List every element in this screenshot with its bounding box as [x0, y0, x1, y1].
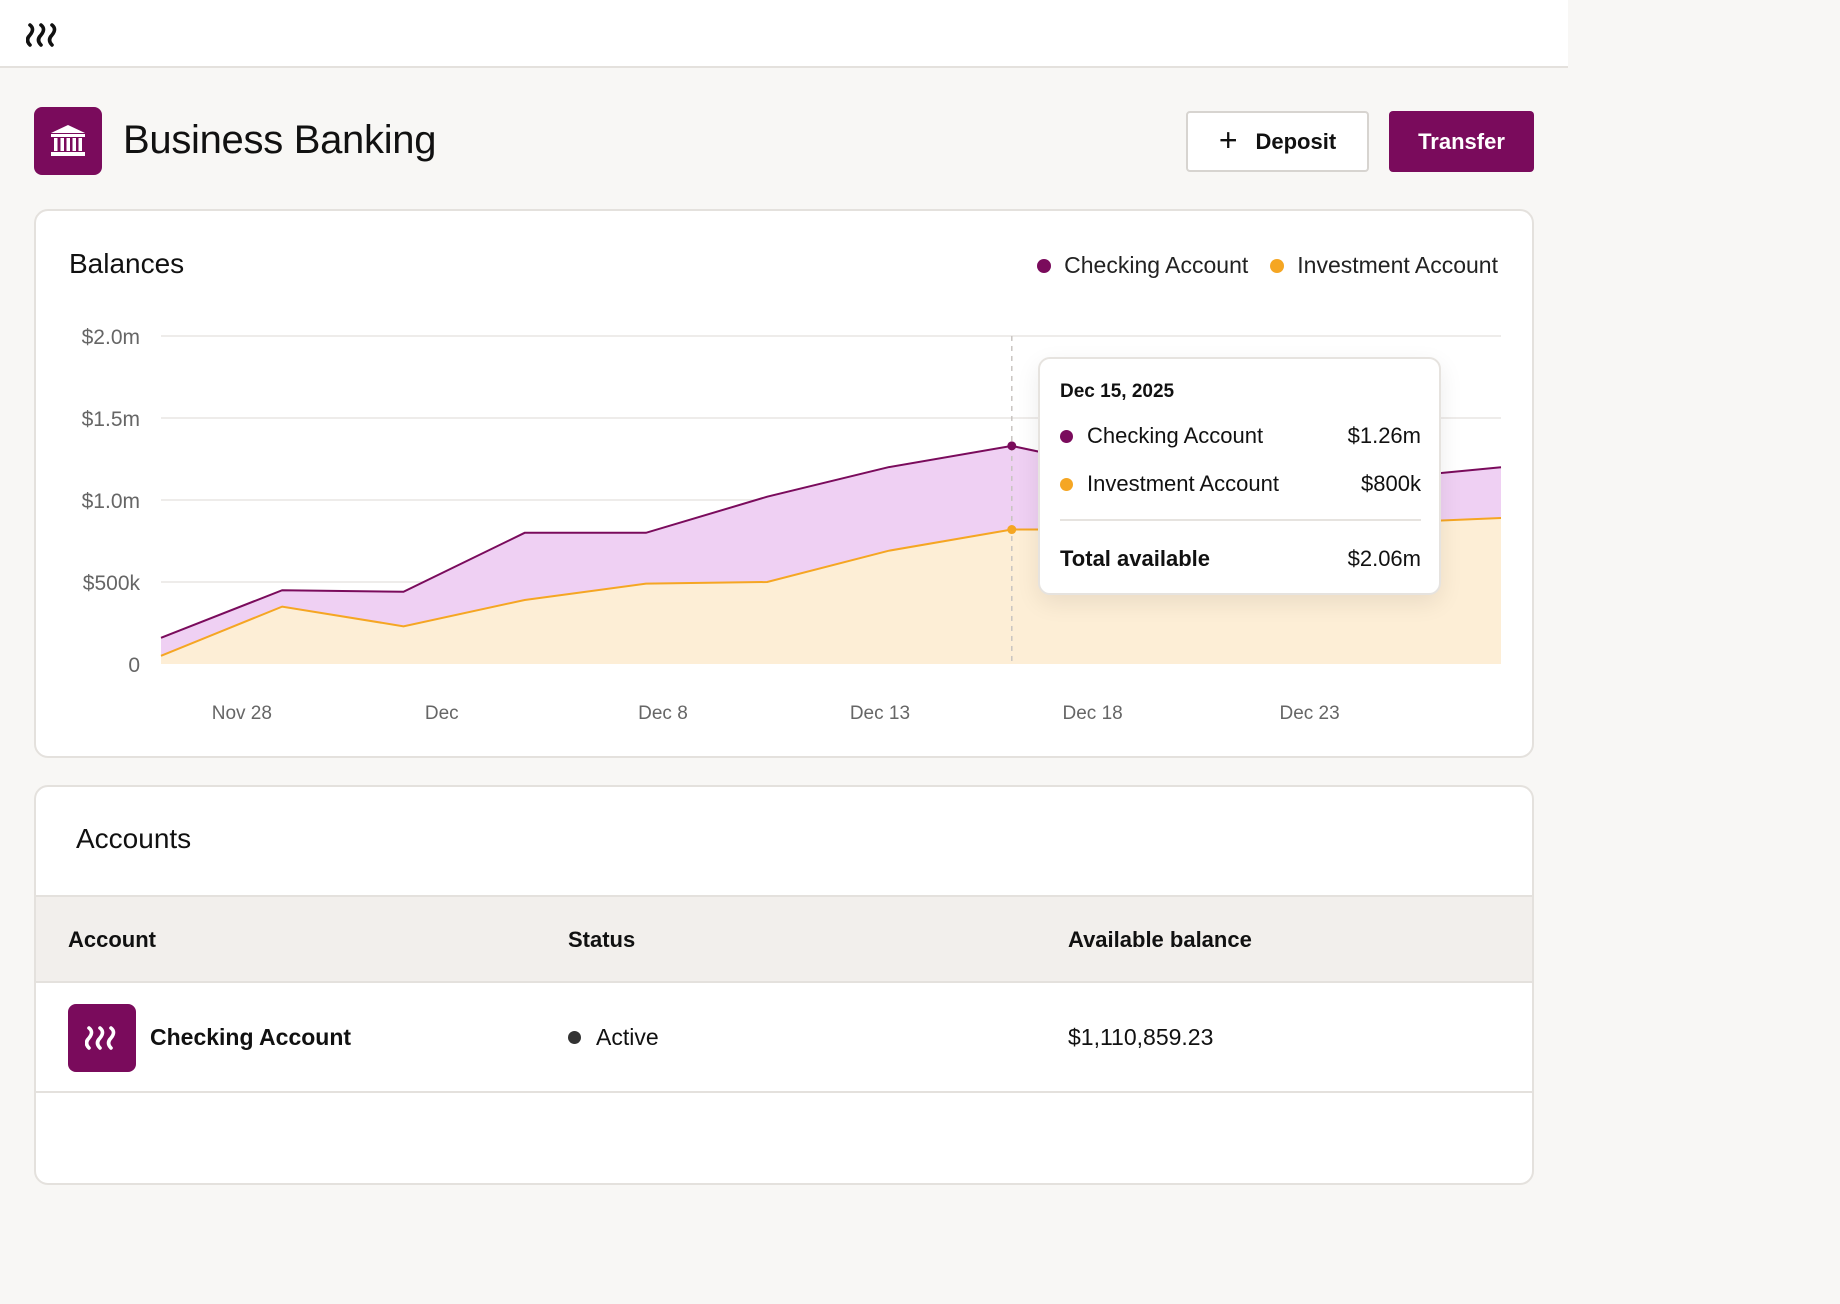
tooltip-divider — [1060, 519, 1421, 521]
balances-title: Balances — [69, 248, 185, 279]
column-header-account[interactable]: Account — [68, 927, 156, 952]
column-header-status[interactable]: Status — [568, 927, 636, 952]
legend-label: Checking Account — [1064, 252, 1249, 278]
tooltip-date: Dec 15, 2025 — [1060, 381, 1175, 402]
legend-dot — [1270, 258, 1285, 273]
deposit-button[interactable]: + Deposit — [1186, 111, 1369, 172]
y-tick-label: $500k — [83, 572, 141, 595]
legend-item-investment[interactable]: Investment Account — [1270, 252, 1498, 279]
page-title: Business Banking — [123, 118, 437, 162]
transfer-button[interactable]: Transfer — [1389, 111, 1534, 172]
tooltip-label: Checking Account — [1087, 423, 1264, 448]
y-tick-label: 0 — [128, 654, 140, 677]
tooltip-value: $1.26m — [1347, 423, 1421, 448]
x-tick-label: Dec 8 — [638, 703, 688, 724]
status-badge: Active — [568, 1024, 659, 1051]
deposit-label: Deposit — [1255, 128, 1337, 154]
accounts-title: Accounts — [76, 823, 192, 854]
legend-item-checking[interactable]: Checking Account — [1037, 252, 1248, 279]
brand-logo-icon[interactable] — [26, 22, 60, 48]
checking-point-marker — [1007, 441, 1017, 451]
y-tick-label: $1.5m — [82, 408, 140, 431]
chart-legend: Checking Account Investment Account — [1037, 252, 1498, 279]
status-label: Active — [596, 1024, 659, 1050]
tooltip-total: Total available $2.06m — [1060, 546, 1421, 572]
account-logo-icon — [68, 1004, 136, 1072]
x-tick-label: Dec 13 — [850, 703, 910, 724]
tooltip-value: $800k — [1361, 471, 1421, 496]
available-balance: $1,110,859.23 — [1068, 1024, 1214, 1050]
table-header: Account Status Available balance — [36, 895, 1532, 983]
tooltip-total-value: $2.06m — [1347, 546, 1421, 571]
x-tick-label: Nov 28 — [212, 703, 272, 724]
tooltip-total-label: Total available — [1060, 546, 1210, 571]
accounts-card: Accounts Account Status Available balanc… — [34, 785, 1534, 1185]
tooltip-dot — [1060, 429, 1073, 443]
bank-icon — [34, 107, 102, 175]
x-tick-label: Dec 18 — [1063, 703, 1123, 724]
y-tick-label: $2.0m — [82, 326, 140, 349]
legend-label: Investment Account — [1297, 252, 1498, 278]
y-tick-label: $1.0m — [82, 490, 140, 513]
status-dot-icon — [568, 1031, 581, 1044]
balances-card: 0 $500k $1.0m $1.5m $2.0m Nov 28 Dec Dec 8 Dec 1… — [34, 209, 1534, 758]
chart-tooltip: Dec 15, 2025 Checking Account $1.26m Inv… — [1038, 357, 1441, 595]
tooltip-row-investment: Investment Account $800k — [1060, 471, 1421, 497]
x-tick-label: Dec — [425, 703, 459, 724]
table-row[interactable]: Checking Account Active $1,110,859.23 — [36, 983, 1532, 1093]
column-header-balance[interactable]: Available balance — [1068, 927, 1252, 952]
top-bar — [0, 0, 1568, 68]
tooltip-label: Investment Account — [1087, 471, 1279, 496]
investment-point-marker — [1007, 525, 1017, 535]
tooltip-dot — [1060, 477, 1073, 491]
account-name: Checking Account — [150, 1024, 352, 1050]
x-tick-label: Dec 23 — [1279, 703, 1339, 724]
plus-icon: + — [1218, 121, 1238, 158]
tooltip-row-checking: Checking Account $1.26m — [1060, 423, 1421, 449]
legend-dot — [1037, 258, 1052, 273]
